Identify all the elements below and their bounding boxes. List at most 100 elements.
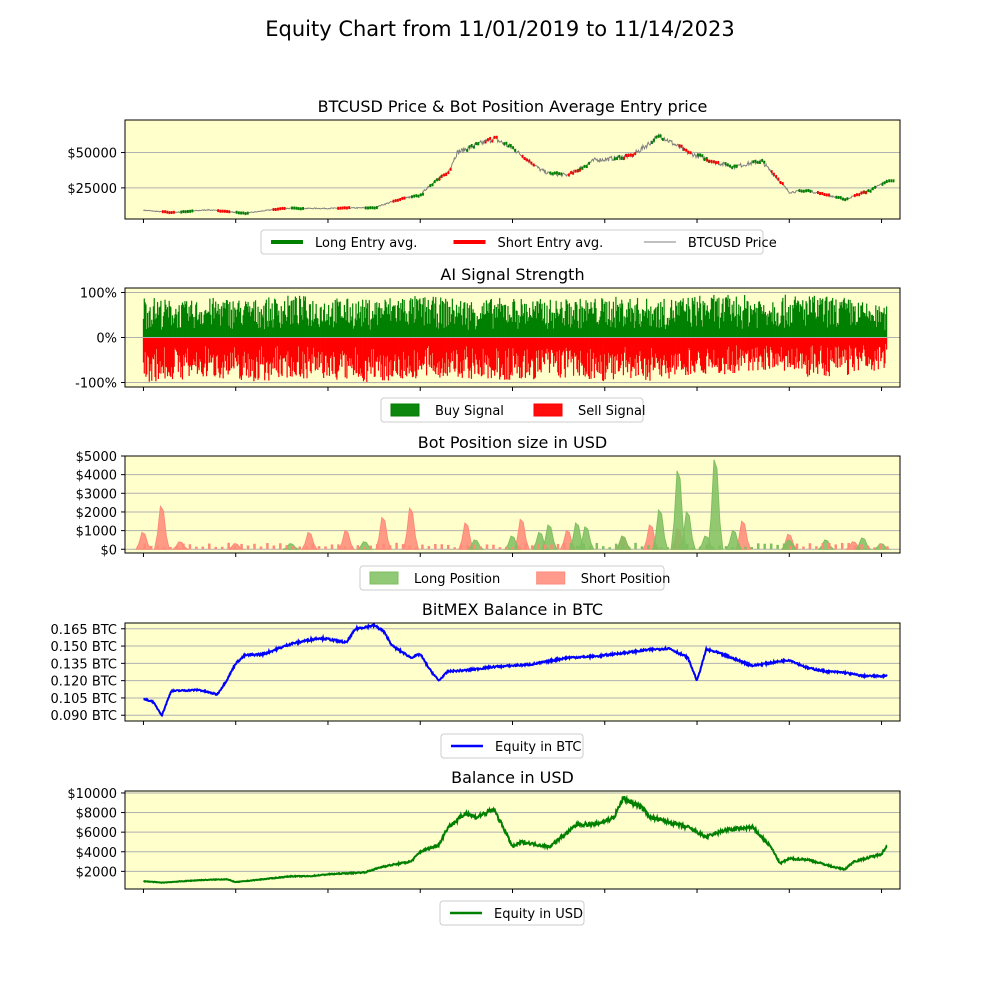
- position-bar: [401, 544, 405, 550]
- position-bar: [866, 545, 870, 550]
- position-bar: [608, 547, 611, 550]
- position-bar: [698, 546, 702, 550]
- y-tick-label: $8000: [76, 807, 117, 822]
- legend-label: Long Entry avg.: [315, 236, 417, 251]
- chart-panel-4: BitMEX Balance in BTC 0.090 BTC 0.105 BTC 0…: [50, 600, 901, 759]
- legend-swatch: [369, 571, 399, 585]
- y-tick-label: 100%: [80, 287, 117, 302]
- position-bar: [692, 547, 695, 550]
- legend-label: Equity in BTC: [495, 740, 581, 755]
- position-bar: [886, 546, 889, 550]
- position-bar: [259, 546, 263, 550]
- position-bar: [440, 544, 444, 550]
- y-tick-label: $6000: [76, 826, 117, 841]
- position-bar: [253, 543, 256, 550]
- position-bar: [498, 547, 502, 550]
- y-tick-label: 0.165 BTC: [50, 623, 117, 638]
- position-bar: [182, 543, 185, 550]
- position-bar: [175, 546, 179, 550]
- y-tick-label: $2000: [76, 506, 117, 521]
- position-bar: [350, 546, 353, 550]
- position-bar: [246, 545, 250, 550]
- position-bar: [634, 542, 637, 550]
- legend-label: BTCUSD Price: [688, 236, 777, 251]
- y-tick-label: -100%: [75, 377, 117, 392]
- position-bar: [492, 544, 495, 550]
- position-bar: [214, 546, 217, 550]
- panel-title: BTCUSD Price & Bot Position Average Entr…: [318, 97, 708, 116]
- equity-usd-line: [143, 794, 888, 884]
- position-bar: [860, 544, 863, 550]
- position-bar: [879, 543, 883, 550]
- y-tick-label: $10000: [67, 787, 117, 802]
- position-bar: [556, 543, 560, 550]
- position-bar: [208, 543, 211, 550]
- plot-area: [135, 459, 891, 550]
- position-bar: [511, 547, 515, 550]
- position-bar: [233, 546, 237, 550]
- position-bar: [750, 546, 754, 550]
- long-position-spike: [707, 459, 724, 550]
- position-bar: [518, 545, 521, 550]
- position-bar: [795, 543, 799, 550]
- position-bar: [640, 546, 644, 550]
- position-bar: [744, 546, 747, 550]
- panel-title: Bot Position size in USD: [418, 433, 607, 452]
- position-bar: [240, 543, 243, 550]
- position-bar: [763, 543, 766, 550]
- position-bar: [614, 543, 618, 550]
- position-bar: [479, 546, 482, 550]
- position-bar: [279, 543, 282, 550]
- position-bar: [485, 544, 489, 550]
- y-tick-label: $5000: [76, 450, 117, 465]
- long-position-spike: [679, 510, 696, 550]
- position-bar: [711, 546, 715, 550]
- position-bar: [666, 547, 670, 550]
- chart-panel-2: AI Signal Strength -100% 0% 100% Buy Signal S…: [75, 265, 901, 423]
- position-bar: [337, 544, 340, 550]
- plot-background: [125, 120, 900, 219]
- position-bar: [188, 544, 192, 550]
- y-tick-label: 0.120 BTC: [50, 675, 117, 690]
- y-tick-label: $3000: [76, 487, 117, 502]
- position-bar: [627, 546, 631, 550]
- y-tick-label: $4000: [76, 846, 117, 861]
- position-bar: [375, 544, 379, 550]
- position-bar: [169, 546, 172, 550]
- y-tick-label: $0: [100, 543, 117, 558]
- position-bar: [550, 544, 553, 550]
- long-position-spike: [614, 535, 632, 550]
- position-bar: [834, 544, 837, 550]
- legend-swatch: [533, 403, 563, 417]
- position-bar: [434, 543, 437, 550]
- position-bar: [601, 546, 605, 550]
- position-bar: [446, 544, 450, 550]
- position-bar: [395, 542, 398, 550]
- position-bar: [524, 543, 527, 550]
- position-bar: [821, 542, 825, 550]
- position-bar: [414, 547, 418, 550]
- position-bar: [317, 546, 321, 550]
- position-bar: [685, 543, 689, 550]
- legend-label: Equity in USD: [494, 907, 583, 922]
- position-bar: [537, 543, 540, 550]
- legend-box: [380, 397, 644, 423]
- position-bar: [582, 543, 586, 550]
- plot-area: [143, 794, 888, 884]
- y-tick-label: 0.150 BTC: [50, 640, 117, 655]
- position-bar: [291, 546, 295, 550]
- legend-label: Short Position: [581, 572, 671, 587]
- position-bar: [589, 545, 592, 550]
- position-bar: [266, 543, 269, 550]
- position-bar: [782, 543, 786, 550]
- legend-swatch: [536, 571, 566, 585]
- legend-label: Sell Signal: [578, 404, 646, 419]
- position-bar: [621, 544, 624, 550]
- legend-swatch: [390, 403, 420, 417]
- panel-title: AI Signal Strength: [440, 265, 584, 284]
- position-bar: [421, 544, 424, 550]
- position-bar: [369, 545, 372, 550]
- position-bar: [873, 547, 876, 550]
- position-bar: [156, 545, 159, 550]
- plot-area: [143, 623, 888, 718]
